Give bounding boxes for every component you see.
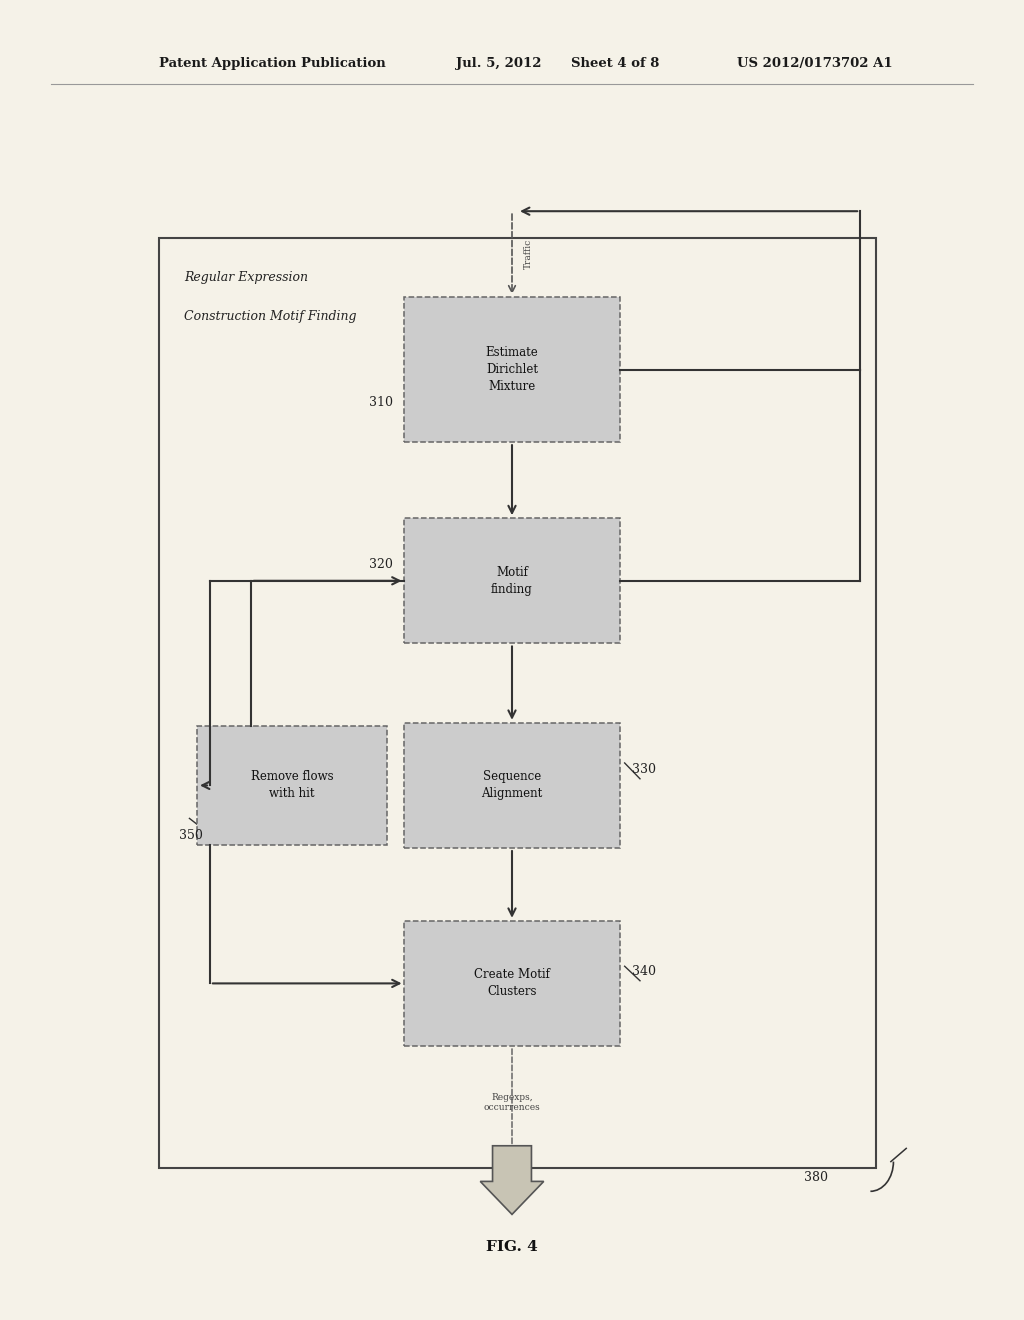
Text: 310: 310 — [369, 396, 392, 409]
Text: 350: 350 — [179, 829, 203, 842]
FancyArrow shape — [480, 1146, 544, 1214]
Text: Remove flows
with hit: Remove flows with hit — [251, 771, 333, 800]
FancyBboxPatch shape — [404, 722, 620, 847]
Text: Patent Application Publication: Patent Application Publication — [159, 57, 385, 70]
Text: Regexps,
occurrences: Regexps, occurrences — [483, 1093, 541, 1111]
FancyBboxPatch shape — [197, 726, 386, 845]
Text: Estimate
Dirichlet
Mixture: Estimate Dirichlet Mixture — [485, 346, 539, 393]
FancyBboxPatch shape — [404, 921, 620, 1045]
Text: 380: 380 — [804, 1171, 827, 1184]
Text: Create Motif
Clusters: Create Motif Clusters — [474, 969, 550, 998]
Text: Sheet 4 of 8: Sheet 4 of 8 — [571, 57, 659, 70]
Text: Regular Expression: Regular Expression — [184, 271, 308, 284]
Text: 330: 330 — [632, 763, 655, 776]
Text: Traffic: Traffic — [524, 239, 534, 269]
Text: Motif
finding: Motif finding — [492, 566, 532, 595]
Bar — [159, 238, 876, 1168]
Text: Jul. 5, 2012: Jul. 5, 2012 — [456, 57, 541, 70]
Text: Construction Motif Finding: Construction Motif Finding — [184, 310, 356, 323]
Text: US 2012/0173702 A1: US 2012/0173702 A1 — [737, 57, 893, 70]
FancyBboxPatch shape — [404, 517, 620, 643]
Text: Sequence
Alignment: Sequence Alignment — [481, 771, 543, 800]
Text: FIG. 4: FIG. 4 — [486, 1241, 538, 1254]
FancyBboxPatch shape — [404, 297, 620, 442]
Text: 320: 320 — [369, 558, 392, 572]
Text: 340: 340 — [632, 965, 655, 978]
